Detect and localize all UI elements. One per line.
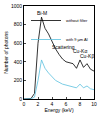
svg-text:without filter: without filter	[66, 18, 88, 23]
svg-text:200: 200	[14, 77, 23, 83]
svg-text:0: 0	[23, 101, 26, 107]
svg-text:Bi-M: Bi-M	[37, 10, 47, 16]
svg-text:4: 4	[51, 101, 54, 107]
svg-text:0: 0	[19, 96, 22, 102]
svg-text:600: 600	[14, 40, 23, 46]
svg-text:2: 2	[37, 101, 40, 107]
svg-text:400: 400	[14, 59, 23, 65]
svg-text:10: 10	[91, 101, 97, 107]
svg-text:1000: 1000	[11, 3, 22, 9]
svg-text:Number of photons: Number of photons	[3, 31, 9, 74]
svg-text:with 9 µm Al: with 9 µm Al	[66, 37, 88, 42]
svg-text:Scattering: Scattering	[52, 44, 75, 50]
svg-text:800: 800	[14, 21, 23, 27]
svg-text:Cu-Kβ: Cu-Kβ	[80, 53, 94, 59]
svg-text:Energy (keV): Energy (keV)	[44, 107, 74, 113]
svg-text:8: 8	[79, 101, 82, 107]
svg-text:Cu-Kα: Cu-Kα	[73, 48, 87, 54]
svg-text:6: 6	[65, 101, 68, 107]
